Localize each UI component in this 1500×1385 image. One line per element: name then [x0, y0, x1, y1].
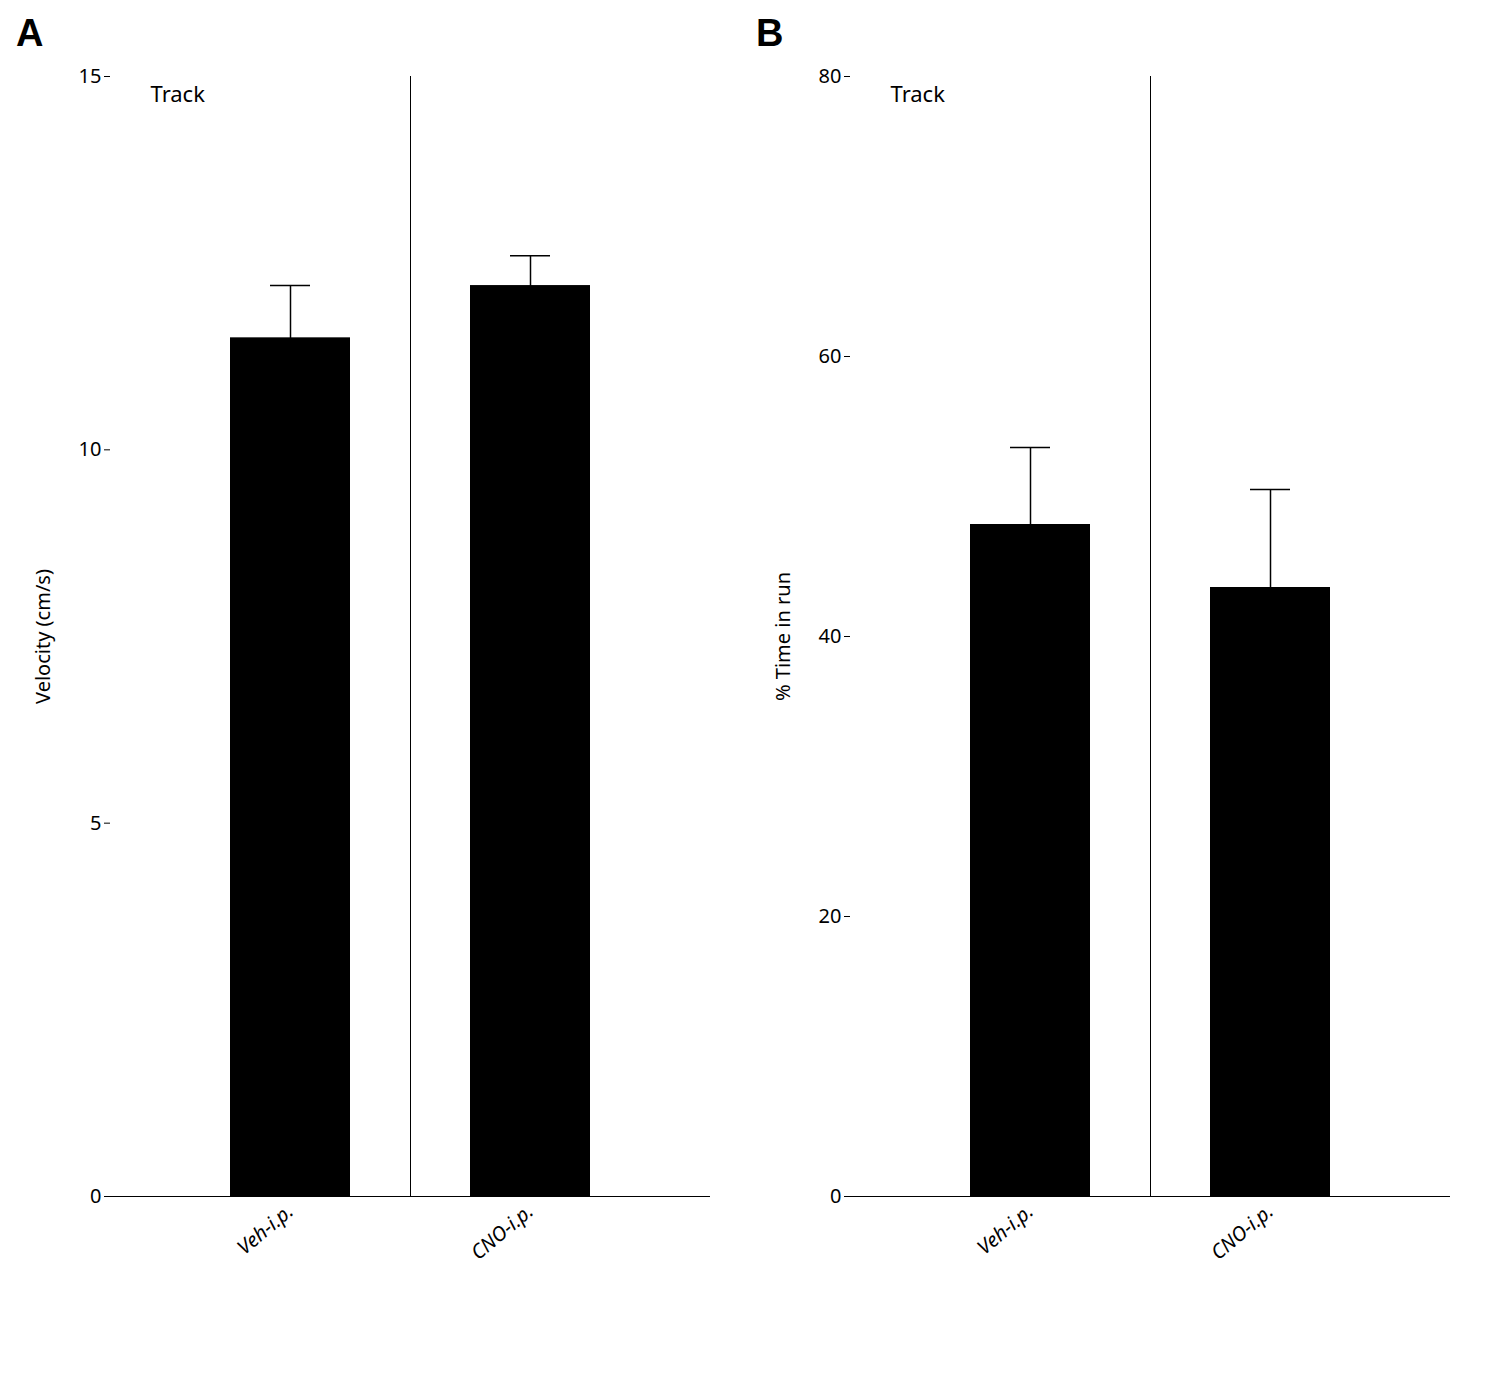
svg-text:60: 60: [819, 342, 842, 369]
svg-text:0: 0: [90, 1182, 101, 1209]
svg-text:CNO-i.p.: CNO-i.p.: [1205, 1197, 1279, 1265]
svg-text:10: 10: [79, 435, 102, 462]
svg-text:Track: Track: [151, 78, 206, 108]
svg-text:20: 20: [819, 902, 842, 929]
svg-text:Veh-i.p.: Veh-i.p.: [971, 1197, 1038, 1260]
svg-text:5: 5: [90, 809, 101, 836]
svg-text:Velocity (cm/s): Velocity (cm/s): [29, 569, 56, 704]
html-text:A: A: [16, 12, 44, 54]
svg-text:80: 80: [819, 62, 842, 89]
svg-text:CNO-i.p.: CNO-i.p.: [465, 1197, 539, 1265]
svg-text:% Time in run: % Time in run: [769, 572, 796, 701]
svg-text:Veh-i.p.: Veh-i.p.: [231, 1197, 298, 1260]
svg-text:40: 40: [819, 622, 842, 649]
svg-text:0: 0: [830, 1182, 841, 1209]
html-text:B: B: [756, 12, 784, 54]
svg-text:Track: Track: [891, 78, 946, 108]
svg-text:15: 15: [79, 62, 102, 89]
